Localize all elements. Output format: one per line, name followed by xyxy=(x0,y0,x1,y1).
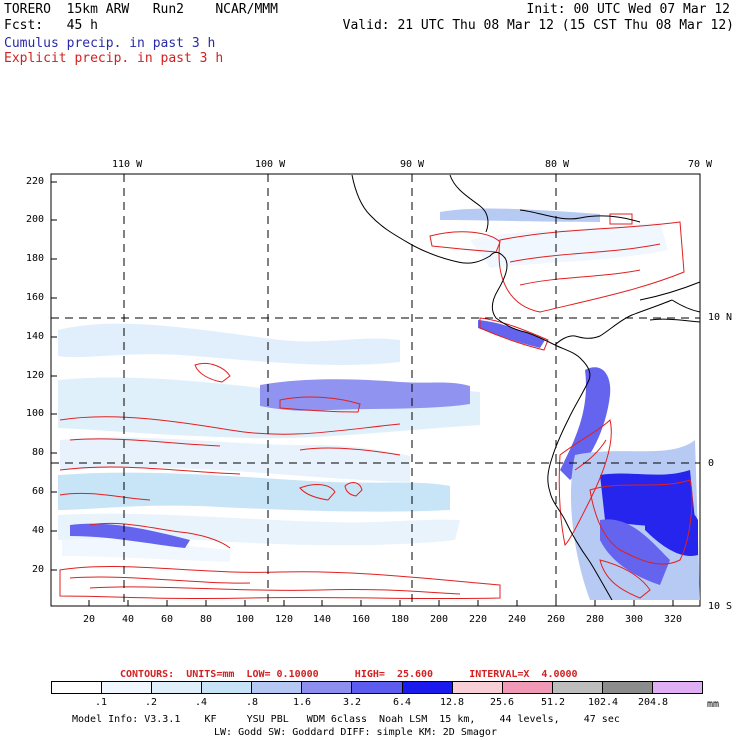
colorbar-label: .4 xyxy=(194,697,208,708)
x-tick-label: 320 xyxy=(664,614,683,625)
lat-label-10n: 10 N xyxy=(708,312,733,323)
contours-legend: CONTOURS: UNITS=mm LOW= 0.10000 HIGH= 25… xyxy=(120,669,578,680)
x-tick-label: 20 xyxy=(83,614,96,625)
header-forecast-hour: Fcst: 45 h xyxy=(4,18,98,33)
colorbar-swatch xyxy=(452,682,503,693)
x-tick-label: 300 xyxy=(625,614,644,625)
precip-colorbar xyxy=(51,681,703,694)
y-tick-label: 160 xyxy=(26,292,45,303)
y-tick-label: 80 xyxy=(32,447,45,458)
colorbar-label: 102.4 xyxy=(587,697,619,708)
explicit-precip-label: Explicit precip. in past 3 h xyxy=(4,51,224,66)
lon-label-70w: 70 W xyxy=(688,159,713,170)
colorbar-swatch xyxy=(602,682,653,693)
x-tick-label: 100 xyxy=(236,614,255,625)
x-tick-label: 260 xyxy=(547,614,566,625)
axis-ticks xyxy=(51,181,674,606)
colorbar-swatch xyxy=(102,682,153,693)
x-tick-label: 160 xyxy=(352,614,371,625)
colorbar-swatch xyxy=(202,682,253,693)
header-valid-time: Valid: 21 UTC Thu 08 Mar 12 (15 CST Thu … xyxy=(342,18,734,33)
x-tick-label: 80 xyxy=(200,614,213,625)
y-tick-label: 40 xyxy=(32,525,45,536)
y-tick-label: 140 xyxy=(26,331,45,342)
x-tick-label: 280 xyxy=(586,614,605,625)
colorbar-label: .2 xyxy=(144,697,158,708)
lon-label-80w: 80 W xyxy=(545,159,570,170)
lat-label-0: 0 xyxy=(708,458,715,469)
x-tick-label: 140 xyxy=(313,614,332,625)
colorbar-swatch xyxy=(552,682,603,693)
y-tick-label: 20 xyxy=(32,564,45,575)
colorbar-swatch xyxy=(252,682,303,693)
header-title: TORERO 15km ARW Run2 NCAR/MMM xyxy=(4,2,278,17)
y-tick-label: 200 xyxy=(26,214,45,225)
cumulus-precip-label: Cumulus precip. in past 3 h xyxy=(4,36,216,51)
lat-label-10s: 10 S xyxy=(708,601,733,612)
colorbar-label: 12.8 xyxy=(439,697,465,708)
footer-physics-info: LW: Godd SW: Goddard DIFF: simple KM: 2D… xyxy=(214,727,497,738)
x-tick-label: 220 xyxy=(469,614,488,625)
lat-lon-grid xyxy=(51,174,700,606)
coastlines xyxy=(351,174,701,601)
colorbar-label: 25.6 xyxy=(489,697,515,708)
colorbar-swatch xyxy=(152,682,203,693)
x-tick-label: 180 xyxy=(391,614,410,625)
y-tick-label: 220 xyxy=(26,176,45,187)
y-tick-label: 180 xyxy=(26,253,45,264)
x-tick-label: 40 xyxy=(122,614,135,625)
colorbar-label: .8 xyxy=(245,697,259,708)
x-tick-label: 60 xyxy=(161,614,174,625)
colorbar-label: 3.2 xyxy=(342,697,362,708)
colorbar-swatch xyxy=(52,682,103,693)
lon-label-100w: 100 W xyxy=(255,159,286,170)
y-tick-label: 100 xyxy=(26,408,45,419)
colorbar-swatch xyxy=(352,682,403,693)
cumulus-precip-shading xyxy=(58,208,700,600)
colorbar-label: 204.8 xyxy=(637,697,669,708)
header-init-time: Init: 00 UTC Wed 07 Mar 12 xyxy=(526,2,731,17)
colorbar-swatch xyxy=(302,682,353,693)
footer-model-info: Model Info: V3.3.1 KF YSU PBL WDM 6class… xyxy=(72,714,620,725)
colorbar-swatch xyxy=(502,682,553,693)
colorbar-units: mm xyxy=(707,699,720,710)
colorbar-label: .1 xyxy=(94,697,108,708)
x-tick-label: 240 xyxy=(508,614,527,625)
lon-label-90w: 90 W xyxy=(400,159,425,170)
colorbar-swatch xyxy=(402,682,453,693)
colorbar-swatch xyxy=(652,682,703,693)
colorbar-label: 6.4 xyxy=(392,697,412,708)
colorbar-label: 51.2 xyxy=(540,697,566,708)
x-tick-label: 120 xyxy=(275,614,294,625)
y-tick-label: 120 xyxy=(26,370,45,381)
explicit-precip-contours xyxy=(59,213,693,600)
x-tick-label: 200 xyxy=(430,614,449,625)
lon-label-110w: 110 W xyxy=(112,159,143,170)
colorbar-label: 1.6 xyxy=(292,697,312,708)
y-tick-label: 60 xyxy=(32,486,45,497)
